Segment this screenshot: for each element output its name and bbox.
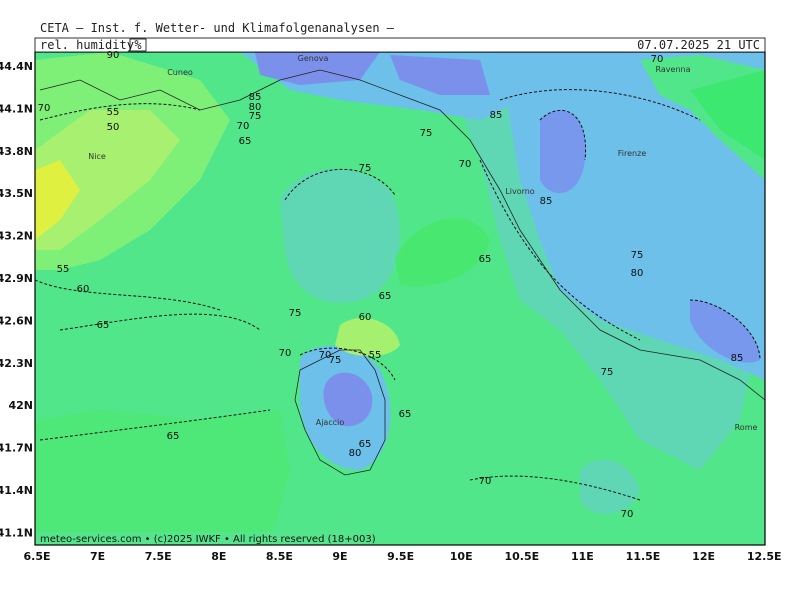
- x-axis-label: 10.5E: [504, 550, 539, 563]
- place-name: Cuneo: [167, 68, 193, 77]
- place-name: Ajaccio: [316, 418, 345, 427]
- place-name: Livorno: [505, 187, 535, 196]
- contour-label: 75: [249, 111, 262, 122]
- contour-label: 70: [279, 348, 292, 359]
- contour-label: 90: [107, 50, 120, 61]
- contour-label: 65: [399, 409, 412, 420]
- unit-box: [129, 38, 147, 52]
- x-axis-label: 8.5E: [266, 550, 293, 563]
- x-axis-label: 6.5E: [23, 550, 50, 563]
- contour-label: 75: [420, 128, 433, 139]
- contour-label: 85: [249, 92, 262, 103]
- coastline: [294, 349, 386, 476]
- contour-label: 70: [479, 476, 492, 487]
- y-axis-label: 42.9N: [0, 272, 33, 285]
- y-axis-label: 41.1N: [0, 526, 33, 539]
- x-axis-label: 9E: [332, 550, 347, 563]
- contour-line: [35, 89, 761, 501]
- contour-label: 75: [601, 367, 614, 378]
- y-axis-label: 42N: [8, 399, 33, 412]
- contour-label: 70: [38, 103, 51, 114]
- info-bar: [34, 37, 766, 53]
- x-axis-label: 7E: [90, 550, 105, 563]
- x-axis-label: 9.5E: [387, 550, 414, 563]
- place-name: Rome: [735, 423, 758, 432]
- coastline: [39, 69, 765, 401]
- place-name: Ravenna: [656, 65, 691, 74]
- contour-label: 85: [490, 110, 503, 121]
- y-axis-label: 41.7N: [0, 442, 33, 455]
- contour-label: 65: [239, 136, 252, 147]
- y-axis-label: 44.1N: [0, 102, 33, 115]
- place-name: Nice: [88, 152, 106, 161]
- footer-bg: [36, 532, 366, 544]
- contour-label: 65: [479, 254, 492, 265]
- contour-label: 75: [329, 355, 342, 366]
- contour-label: 70: [319, 350, 332, 361]
- contour-label: 55: [107, 107, 120, 118]
- contour-label: 75: [289, 308, 302, 319]
- y-axis-label: 43.5N: [0, 187, 33, 200]
- contour-label: 80: [631, 268, 644, 279]
- contour-label: 50: [107, 122, 120, 133]
- contour-label: 75: [359, 163, 372, 174]
- y-axis-label: 42.6N: [0, 314, 33, 327]
- contour-label: 80: [349, 448, 362, 459]
- header-title: CETA — Inst. f. Wetter- und Klimafolgena…: [40, 21, 395, 35]
- y-axis-label: 43.8N: [0, 145, 33, 158]
- unit: %: [134, 38, 142, 52]
- x-axis-label: 12E: [692, 550, 715, 563]
- x-axis-label: 11.5E: [626, 550, 661, 563]
- contour-label: 85: [731, 353, 744, 364]
- humidity-field: [35, 52, 765, 545]
- y-axis-label: 43.2N: [0, 230, 33, 243]
- contour-label: 60: [77, 284, 90, 295]
- contour-label: 80: [249, 102, 262, 113]
- x-axis-label: 7.5E: [145, 550, 172, 563]
- contour-label: 65: [379, 291, 392, 302]
- contour-label: 70: [459, 159, 472, 170]
- contour-label: 65: [97, 320, 110, 331]
- contour-label: 55: [369, 350, 382, 361]
- y-axis-label: 44.4N: [0, 60, 33, 73]
- y-axis-label: 42.3N: [0, 357, 33, 370]
- place-name: Genova: [298, 54, 329, 63]
- contour-label: 85: [540, 196, 553, 207]
- contour-label: 70: [651, 54, 664, 65]
- footer: meteo-services.com • (c)2025 IWKF • All …: [40, 534, 376, 545]
- contour-label: 55: [57, 264, 70, 275]
- contour-label: 75: [631, 250, 644, 261]
- x-axis-label: 8E: [211, 550, 226, 563]
- x-axis-label: 12.5E: [747, 550, 782, 563]
- contour-label: 65: [167, 431, 180, 442]
- y-axis-label: 41.4N: [0, 484, 33, 497]
- contour-label: 60: [359, 312, 372, 323]
- variable-name: rel. humidity: [40, 38, 134, 52]
- contour-label: 65: [359, 439, 372, 450]
- x-axis-label: 11E: [571, 550, 594, 563]
- valid-time: 07.07.2025 21 UTC: [637, 38, 760, 52]
- x-axis-label: 10E: [450, 550, 473, 563]
- contour-label: 70: [237, 121, 250, 132]
- place-name: Firenze: [618, 149, 647, 158]
- contour-label: 70: [621, 509, 634, 520]
